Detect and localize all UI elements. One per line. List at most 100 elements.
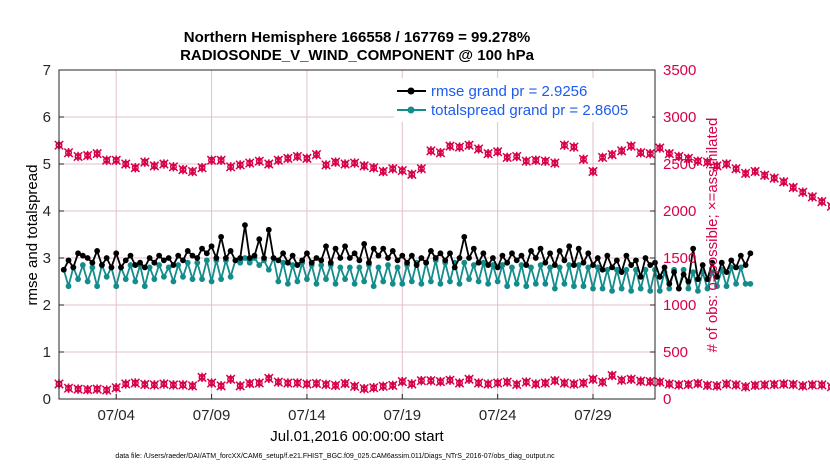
totalspread-point bbox=[504, 283, 511, 290]
obs-count-marker bbox=[616, 146, 627, 156]
obs-count-marker bbox=[63, 383, 74, 393]
obs-count-marker bbox=[140, 157, 150, 167]
obs-count-marker bbox=[101, 155, 112, 165]
rmse-point bbox=[156, 252, 163, 259]
obs-count-marker bbox=[702, 157, 713, 167]
legend: rmse grand pr = 2.9256 totalspread grand… bbox=[394, 78, 652, 122]
rmse-point bbox=[103, 255, 110, 261]
obs-count-marker bbox=[483, 379, 493, 389]
rmse-point bbox=[580, 259, 587, 266]
totalspread-point bbox=[370, 283, 377, 290]
obs-count-marker bbox=[731, 380, 741, 390]
obs-count-marker bbox=[492, 147, 503, 157]
totalspread-point bbox=[79, 262, 86, 268]
obs-count-marker bbox=[454, 142, 465, 152]
obs-count-marker bbox=[235, 381, 245, 391]
rmse-point bbox=[270, 255, 277, 261]
obs-count-marker bbox=[807, 380, 818, 390]
obs-assimilated-cross bbox=[826, 201, 830, 206]
obs-count-marker bbox=[321, 379, 331, 390]
totalspread-point bbox=[127, 262, 134, 268]
obs-count-marker bbox=[244, 158, 255, 168]
rmse-point bbox=[628, 262, 635, 268]
rmse-point bbox=[547, 250, 554, 257]
rmse-point bbox=[346, 255, 353, 261]
obs-count-marker bbox=[349, 158, 360, 168]
rmse-point bbox=[294, 262, 301, 268]
rmse-point bbox=[342, 243, 348, 250]
obs-count-marker bbox=[473, 378, 484, 388]
rmse-point bbox=[203, 250, 210, 257]
rmse-point bbox=[637, 273, 644, 280]
totalspread-point bbox=[551, 285, 558, 292]
rmse-point bbox=[556, 248, 563, 254]
totalspread-point bbox=[156, 262, 163, 268]
totalspread-point bbox=[304, 276, 310, 283]
totalspread-point bbox=[613, 266, 620, 273]
obs-count-marker bbox=[664, 148, 675, 159]
rmse-point bbox=[461, 233, 468, 240]
obs-count-marker bbox=[140, 379, 150, 390]
obs-count-marker bbox=[121, 379, 131, 389]
obs-count-marker bbox=[407, 379, 417, 389]
rmse-point bbox=[723, 269, 730, 275]
obs-count-marker bbox=[759, 380, 770, 390]
obs-assimilated-cross bbox=[826, 387, 830, 392]
totalspread-point bbox=[84, 278, 91, 285]
y-left-tick-label: 6 bbox=[43, 109, 51, 126]
obs-count-marker bbox=[473, 144, 484, 154]
obs-count-marker bbox=[302, 379, 312, 389]
obs-count-marker bbox=[416, 163, 427, 174]
rmse-point bbox=[127, 252, 134, 259]
obs-count-marker bbox=[121, 159, 131, 169]
y-left-tick-labels: 0 1 2 3 4 5 6 7 bbox=[43, 62, 51, 408]
y-left-tick-label: 2 bbox=[43, 297, 51, 314]
obs-count-marker bbox=[597, 377, 608, 387]
totalspread-point bbox=[489, 262, 496, 268]
obs-count-marker bbox=[302, 153, 312, 164]
obs-count-marker bbox=[817, 196, 827, 207]
rmse-point bbox=[609, 264, 615, 271]
totalspread-point bbox=[590, 285, 596, 292]
obs-count-marker bbox=[368, 382, 379, 393]
obs-count-marker bbox=[359, 161, 369, 171]
x-tick-label: 07/04 bbox=[97, 407, 135, 424]
legend-rmse-marker bbox=[407, 87, 415, 95]
obs-count-marker bbox=[130, 163, 141, 173]
totalspread-point bbox=[723, 283, 730, 290]
x-tick-label: 07/24 bbox=[479, 407, 517, 424]
obs-count-marker bbox=[168, 380, 179, 390]
totalspread-point bbox=[146, 264, 153, 271]
obs-count-marker bbox=[283, 153, 293, 164]
totalspread-point bbox=[289, 262, 296, 268]
totalspread-point bbox=[170, 278, 177, 285]
y-left-tick-label: 1 bbox=[43, 344, 51, 361]
totalspread-point bbox=[275, 278, 282, 285]
rmse-point bbox=[299, 257, 306, 264]
totalspread-point bbox=[609, 288, 615, 294]
totalspread-point bbox=[695, 288, 701, 294]
totalspread-point bbox=[380, 278, 387, 285]
legend-totalspread-marker bbox=[407, 106, 415, 114]
obs-count-marker bbox=[826, 382, 830, 392]
totalspread-point bbox=[623, 266, 630, 273]
rmse-point bbox=[604, 252, 611, 259]
totalspread-point bbox=[318, 262, 325, 268]
obs-count-marker bbox=[159, 379, 169, 389]
obs-count-marker bbox=[779, 379, 789, 389]
rmse-point bbox=[404, 259, 410, 266]
totalspread-point bbox=[680, 266, 687, 273]
obs-count-marker bbox=[426, 146, 436, 156]
totalspread-point bbox=[323, 276, 329, 283]
rmse-point bbox=[208, 243, 215, 250]
totalspread-point bbox=[203, 257, 210, 264]
totalspread-point bbox=[437, 280, 444, 287]
obs-count-marker bbox=[788, 182, 799, 193]
rmse-point bbox=[113, 250, 120, 257]
obs-count-marker bbox=[397, 165, 408, 176]
obs-count-marker bbox=[626, 374, 636, 384]
rmse-point bbox=[318, 257, 325, 264]
rmse-point bbox=[523, 262, 530, 268]
totalspread-point bbox=[265, 266, 272, 273]
data-file-footnote: data file: /Users/raeder/DAI/ATM_forcXX/… bbox=[115, 453, 555, 460]
